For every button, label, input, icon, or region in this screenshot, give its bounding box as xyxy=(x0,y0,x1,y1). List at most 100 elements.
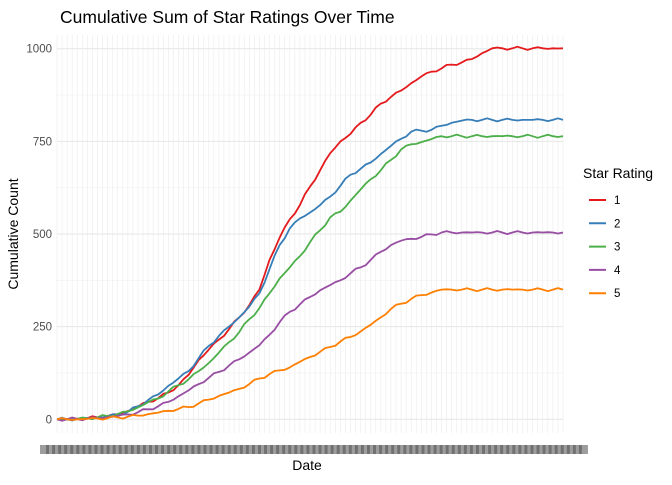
x-tick-label xyxy=(373,445,383,454)
x-tick-label xyxy=(348,445,358,454)
x-tick-label xyxy=(300,445,310,454)
series-lines xyxy=(56,45,564,422)
x-tick-label xyxy=(215,445,225,454)
series-line-5 xyxy=(56,287,564,421)
legend-label-3: 3 xyxy=(614,242,620,254)
x-tick-label xyxy=(106,445,116,454)
x-tick-label xyxy=(379,445,389,454)
x-tick-label xyxy=(264,445,274,454)
x-tick-label xyxy=(530,445,540,454)
legend-label-1: 1 xyxy=(614,195,620,207)
x-tick-label xyxy=(149,445,158,454)
y-tick-label: 250 xyxy=(33,322,52,334)
x-tick-label xyxy=(76,445,86,454)
x-tick-label xyxy=(167,445,177,454)
x-tick-label xyxy=(391,445,401,454)
x-tick-label xyxy=(548,445,558,454)
x-tick-label xyxy=(518,445,528,454)
x-tick-label xyxy=(221,445,231,454)
x-tick-label xyxy=(203,445,213,454)
x-tick-label xyxy=(342,445,352,454)
x-tick-label xyxy=(336,445,346,454)
y-tick-label: 500 xyxy=(33,229,52,241)
y-tick-label: 750 xyxy=(33,136,52,148)
x-tick-label xyxy=(136,445,146,454)
x-tick-label xyxy=(463,445,473,454)
x-tick-label xyxy=(482,445,492,454)
x-tick-label xyxy=(354,445,364,454)
x-tick-label xyxy=(560,445,570,454)
x-tick-label xyxy=(488,445,498,454)
x-tick-label xyxy=(40,445,49,454)
x-tick-label xyxy=(409,445,419,454)
x-tick-label xyxy=(433,445,443,454)
x-tick-label xyxy=(367,445,376,454)
x-tick-label xyxy=(185,445,195,454)
y-tick-labels: 0 250 500 750 1000 xyxy=(26,44,52,427)
x-tick-label xyxy=(494,445,504,454)
x-tick-label xyxy=(439,445,449,454)
series-line-3 xyxy=(56,133,564,421)
x-tick-label xyxy=(64,445,74,454)
x-tick-label xyxy=(258,445,267,454)
legend-items: 1 2 3 4 5 xyxy=(589,195,621,300)
legend-label-2: 2 xyxy=(614,218,620,230)
x-tick-label xyxy=(251,445,261,454)
x-tick-label xyxy=(312,445,322,454)
x-tick-label xyxy=(124,445,134,454)
x-tick-label xyxy=(306,445,316,454)
x-tick-label xyxy=(282,445,292,454)
x-tick-label xyxy=(524,445,534,454)
x-tick-label xyxy=(506,445,516,454)
x-tick-label xyxy=(566,445,576,454)
x-tick-label xyxy=(578,445,588,454)
legend-label-4: 4 xyxy=(614,265,621,277)
x-axis-label: Date xyxy=(292,457,322,473)
x-tick-label xyxy=(360,445,370,454)
y-tick-label: 1000 xyxy=(26,44,52,56)
x-tick-label xyxy=(58,445,68,454)
x-tick-label xyxy=(227,445,237,454)
legend-label-5: 5 xyxy=(614,288,620,300)
x-tick-label xyxy=(288,445,298,454)
x-tick-label xyxy=(330,445,340,454)
x-tick-label xyxy=(403,445,413,454)
x-tick-label xyxy=(88,445,98,454)
x-tick-label xyxy=(52,445,62,454)
x-tick-label xyxy=(421,445,431,454)
x-tick-label xyxy=(542,445,552,454)
x-tick-label xyxy=(100,445,110,454)
x-tick-label xyxy=(397,445,407,454)
x-tick-label xyxy=(118,445,128,454)
x-tick-label xyxy=(70,445,80,454)
x-tick-label xyxy=(451,445,461,454)
series-line-4 xyxy=(56,230,564,422)
x-tick-label xyxy=(191,445,201,454)
x-tick-label xyxy=(512,445,522,454)
chart-title: Cumulative Sum of Star Ratings Over Time xyxy=(60,7,395,27)
x-tick-label xyxy=(415,445,425,454)
x-tick-label xyxy=(245,445,255,454)
y-axis-label: Cumulative Count xyxy=(5,178,21,289)
x-tick-label xyxy=(276,445,286,454)
x-tick-label xyxy=(94,445,104,454)
x-tick-label xyxy=(209,445,219,454)
x-tick-label xyxy=(500,445,510,454)
x-tick-label xyxy=(155,445,165,454)
x-tick-label xyxy=(142,445,152,454)
x-tick-label xyxy=(112,445,122,454)
x-tick-label xyxy=(318,445,328,454)
x-tick-label xyxy=(536,445,546,454)
x-tick-label xyxy=(161,445,171,454)
y-tick-label: 0 xyxy=(46,414,52,426)
x-tick-label xyxy=(197,445,207,454)
x-tick-label xyxy=(294,445,304,454)
x-tick-label xyxy=(239,445,249,454)
x-tick-label xyxy=(445,445,455,454)
x-tick-label xyxy=(46,445,56,454)
x-tick-label xyxy=(233,445,243,454)
x-tick-label xyxy=(469,445,479,454)
x-tick-label xyxy=(82,445,92,454)
x-tick-label xyxy=(324,445,334,454)
